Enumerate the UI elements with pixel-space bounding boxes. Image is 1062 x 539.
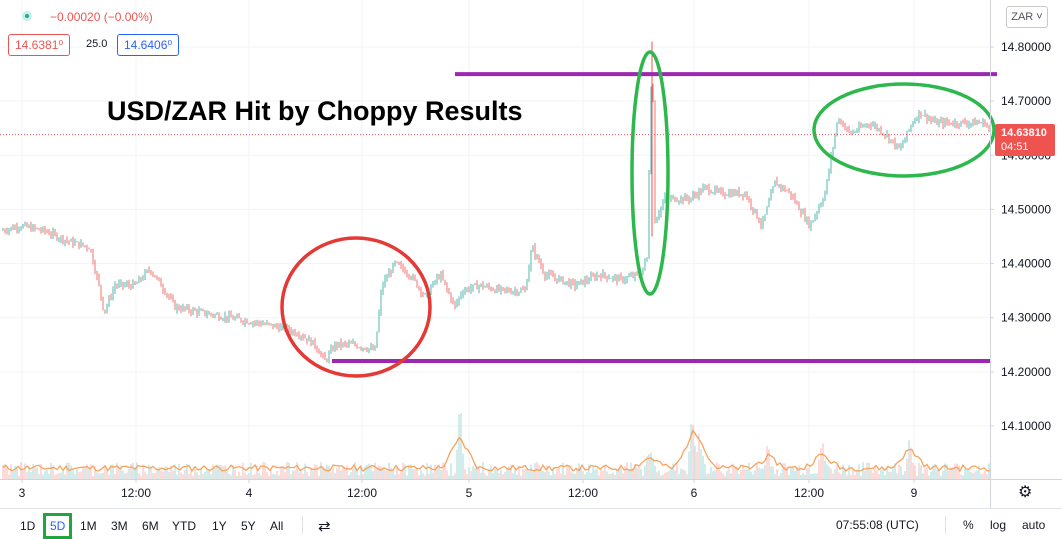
last-price-tag: 14.63810 04:51 xyxy=(995,124,1055,156)
price-change: −0.00020 (−0.00%) xyxy=(50,10,153,24)
timeframe-all[interactable]: All xyxy=(270,519,284,533)
last-price: 14.63810 xyxy=(1001,127,1047,139)
settings-gear-icon[interactable]: ⚙ xyxy=(1018,484,1033,501)
x-tick-label: 5 xyxy=(466,486,473,500)
timeframe-1y[interactable]: 1Y xyxy=(212,519,227,533)
x-tick-label: 6 xyxy=(691,486,698,500)
timeframe-5y[interactable]: 5Y xyxy=(241,519,256,533)
y-tick-label: 14.20000 xyxy=(1001,365,1051,379)
y-tick-label: 14.50000 xyxy=(1001,202,1051,216)
candles xyxy=(2,41,990,364)
bar-countdown: 04:51 xyxy=(1001,141,1029,153)
axes: 14.8000014.7000014.6000014.5000014.40000… xyxy=(0,0,1062,509)
x-tick-label: 12:00 xyxy=(121,486,151,500)
currency-select[interactable]: ZAR ˅ xyxy=(1006,6,1048,28)
y-tick-label: 14.10000 xyxy=(1001,419,1051,433)
toolbar-divider xyxy=(302,516,303,534)
grid-lines xyxy=(0,0,990,479)
toolbar-divider xyxy=(945,516,946,534)
timeframe-1m[interactable]: 1M xyxy=(80,519,97,533)
date-range-icon[interactable]: ⇄ xyxy=(318,518,331,535)
x-tick-label: 12:00 xyxy=(794,486,824,500)
x-tick-label: 12:00 xyxy=(347,486,377,500)
chart-annotation-title: USD/ZAR Hit by Choppy Results xyxy=(107,96,523,126)
sell-price-button[interactable]: 14.6381⁰ xyxy=(8,34,71,56)
timeframe-ytd[interactable]: YTD xyxy=(172,519,196,533)
y-tick-label: 14.80000 xyxy=(1001,40,1051,54)
timeframe-1d[interactable]: 1D xyxy=(20,519,36,533)
y-tick-label: 14.30000 xyxy=(1001,311,1051,325)
timeframe-5d[interactable]: 5D xyxy=(42,513,73,539)
y-tick-label: 14.40000 xyxy=(1001,257,1051,271)
green-oval-annotation xyxy=(630,50,670,296)
timeframe-6m[interactable]: 6M xyxy=(142,519,159,533)
y-tick-label: 14.70000 xyxy=(1001,94,1051,108)
x-tick-label: 9 xyxy=(911,486,918,500)
market-status-icon xyxy=(22,11,32,21)
spread-value: 25.0 xyxy=(86,38,108,50)
volume-ma-line xyxy=(2,428,991,473)
legend-header: −0.00020 (−0.00%) 14.6381⁰ 25.0 14.6406⁰ xyxy=(0,0,990,60)
volume-bars xyxy=(2,413,991,479)
green-ellipse-annotation xyxy=(812,82,996,178)
x-tick-label: 4 xyxy=(246,486,253,500)
bottom-toolbar: 1D 5D 1M 3M 6M YTD 1Y 5Y All ⇄ 07:55:08 … xyxy=(0,510,1062,539)
log-scale-toggle[interactable]: log xyxy=(990,518,1007,532)
utc-clock: 07:55:08 (UTC) xyxy=(836,518,919,532)
auto-scale-toggle[interactable]: auto xyxy=(1022,518,1046,532)
red-circle-annotation xyxy=(280,236,432,378)
annotations xyxy=(0,50,997,378)
timeframe-3m[interactable]: 3M xyxy=(111,519,128,533)
x-tick-label: 3 xyxy=(19,486,26,500)
buy-price-button[interactable]: 14.6406⁰ xyxy=(117,34,180,56)
percent-scale-toggle[interactable]: % xyxy=(963,518,974,532)
x-tick-label: 12:00 xyxy=(568,486,598,500)
